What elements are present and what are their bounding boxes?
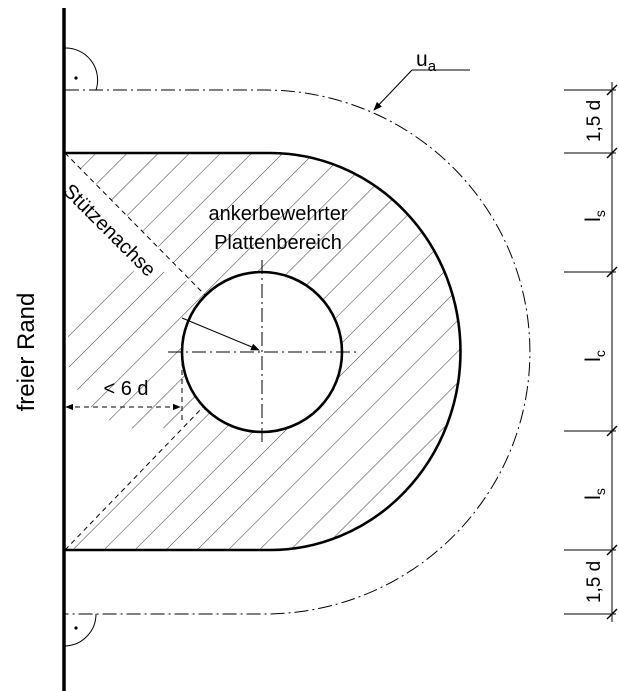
dimension-label-3: lc bbox=[582, 350, 608, 362]
free-edge-label: freier Rand bbox=[13, 293, 40, 412]
dimension-label-1: 1,5 d bbox=[584, 100, 605, 142]
column-axis-leader bbox=[181, 317, 260, 351]
dimension-label-4: ls bbox=[582, 488, 608, 500]
control-perimeter-ua bbox=[65, 89, 531, 615]
right-angle-dot-top bbox=[74, 76, 78, 80]
region-inner-lower-boundary bbox=[64, 404, 206, 551]
region-outer-boundary bbox=[65, 151, 462, 552]
ua-label: ua bbox=[416, 48, 437, 75]
distance-label: < 6 d bbox=[103, 378, 148, 400]
region-label-line1: ankerbewehrter bbox=[209, 203, 348, 225]
dimension-label-2: ls bbox=[582, 210, 608, 222]
right-angle-dot-bottom bbox=[74, 626, 78, 630]
dimension-label-5: 1,5 d bbox=[584, 561, 605, 603]
region-label-line2: Plattenbereich bbox=[214, 232, 342, 254]
right-angle-symbol-top bbox=[63, 47, 99, 91]
right-angle-symbol-bottom bbox=[63, 613, 97, 647]
dimension-ticks bbox=[606, 84, 618, 620]
region-inner-upper-boundary bbox=[64, 152, 206, 296]
ua-leader-line bbox=[373, 69, 413, 111]
dimension-extension-lines bbox=[564, 89, 616, 615]
